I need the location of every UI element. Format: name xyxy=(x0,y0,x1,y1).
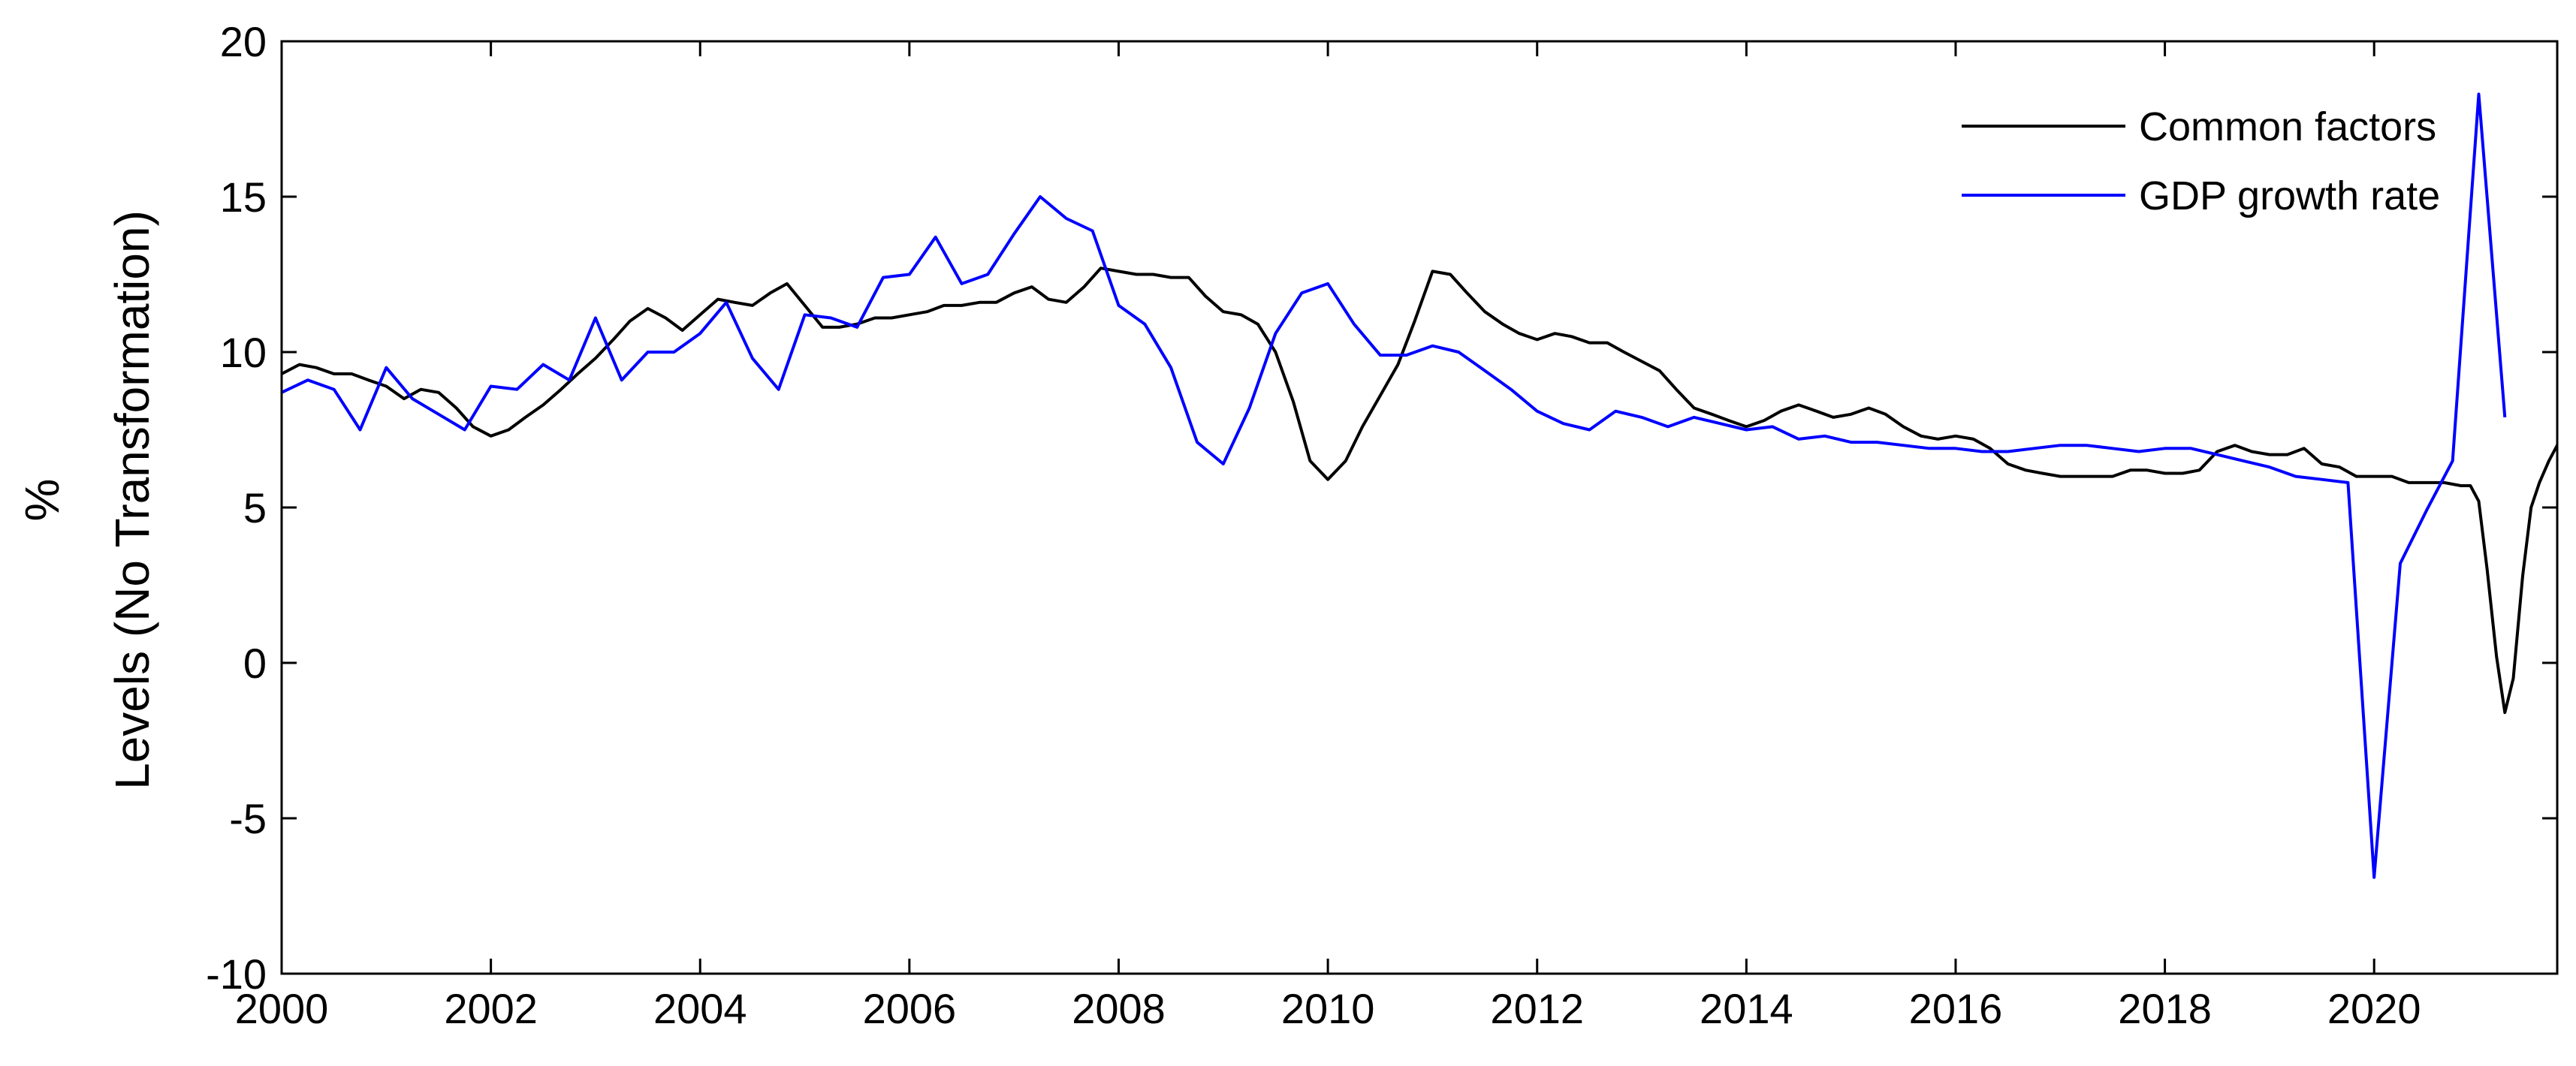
x-tick-label: 2010 xyxy=(1281,985,1375,1032)
axis-tick-labels: 2000 2002 2004 2006 2008 2010 2012 2014 2016 2018… xyxy=(206,18,2421,1032)
series-line-gdp-growth-rate xyxy=(282,92,2507,879)
x-tick-label: 2018 xyxy=(2118,985,2212,1032)
x-tick-label: 2004 xyxy=(653,985,747,1032)
plot-lines xyxy=(282,92,2557,879)
x-tick-label: 2006 xyxy=(863,985,957,1032)
x-tick-label: 2008 xyxy=(1072,985,1166,1032)
x-tick-label: 2000 xyxy=(235,985,329,1032)
legend: Common factors GDP growth rate xyxy=(1962,104,2440,218)
y-tick-label: 5 xyxy=(243,484,267,531)
axis-ticks xyxy=(280,40,2557,975)
y-tick-label: -10 xyxy=(206,950,267,998)
y-tick-label: 10 xyxy=(220,329,267,376)
y-tick-label: 0 xyxy=(243,640,267,687)
x-tick-label: 2020 xyxy=(2327,985,2421,1032)
x-tick-label: 2016 xyxy=(1909,985,2003,1032)
y-tick-label: 20 xyxy=(220,18,267,65)
x-tick-label: 2012 xyxy=(1490,985,1584,1032)
legend-label-common-factors: Common factors xyxy=(2139,104,2436,149)
y-axis-label: Levels (No Transformation) xyxy=(105,210,159,790)
y-tick-label: 15 xyxy=(220,173,267,221)
legend-label-gdp-growth-rate: GDP growth rate xyxy=(2139,173,2440,218)
y-tick-label: -5 xyxy=(229,795,267,842)
y-axis-unit-label: % xyxy=(15,479,69,522)
x-tick-label: 2002 xyxy=(444,985,538,1032)
series-line-common-factors xyxy=(282,266,2557,715)
x-tick-label: 2014 xyxy=(1700,985,1793,1032)
